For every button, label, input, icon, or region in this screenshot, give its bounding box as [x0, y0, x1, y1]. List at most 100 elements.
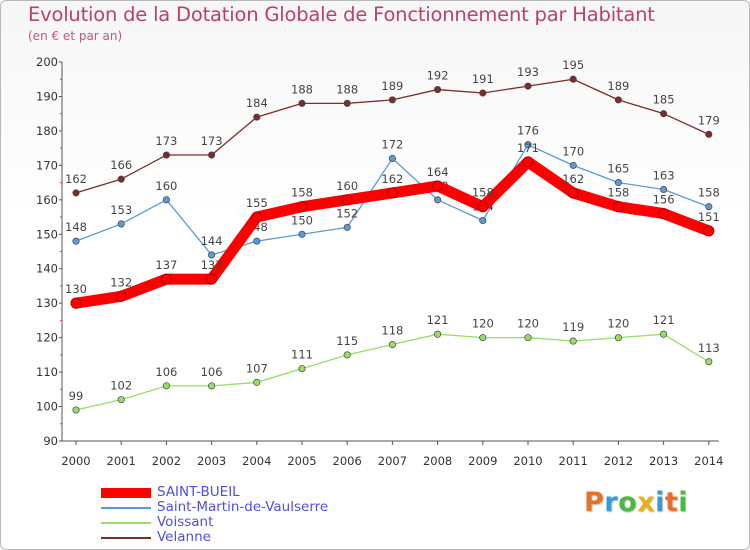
data-point — [343, 351, 351, 359]
data-label: 144 — [201, 234, 223, 248]
data-label: 188 — [336, 82, 358, 96]
data-point — [70, 297, 82, 309]
legend-item: Voissant — [101, 515, 328, 530]
data-label: 173 — [201, 134, 223, 148]
data-point — [298, 365, 306, 373]
logo-letter: i — [655, 487, 665, 518]
data-label: 99 — [69, 389, 84, 403]
data-label: 171 — [517, 141, 539, 155]
y-tick-label: 190 — [36, 89, 58, 103]
data-point — [479, 89, 487, 97]
y-tick-label: 90 — [43, 434, 58, 448]
y-tick-label: 130 — [36, 296, 58, 310]
legend-label: SAINT-BUEIL — [157, 484, 240, 500]
data-label: 107 — [246, 361, 268, 375]
x-tick-label: 2005 — [287, 454, 316, 468]
legend-label: Voissant — [157, 514, 214, 530]
data-point — [208, 382, 216, 390]
data-point — [253, 113, 261, 121]
data-label: 152 — [336, 206, 358, 220]
y-tick-label: 100 — [36, 400, 58, 414]
data-label: 184 — [246, 96, 268, 110]
data-point — [160, 273, 172, 285]
series-layer: 162 166 173 173 184 188 188 189 192 191 193 195 189 1… — [65, 58, 720, 414]
logo-letter: r — [604, 487, 619, 518]
data-point — [434, 330, 442, 338]
data-label: 102 — [110, 379, 132, 393]
data-point — [569, 337, 577, 345]
data-point — [115, 290, 127, 302]
data-point — [251, 211, 263, 223]
data-label: 162 — [65, 172, 87, 186]
data-point — [614, 179, 622, 187]
data-label: 118 — [381, 324, 403, 338]
data-point — [705, 130, 713, 138]
data-point — [660, 330, 668, 338]
y-tick-label: 150 — [36, 227, 58, 241]
data-label: 115 — [336, 334, 358, 348]
data-label: 130 — [65, 282, 87, 296]
series-voissant: 99 102 106 106 107 111 115 118 121 120 120 119 120 12… — [69, 313, 720, 414]
x-tick-label: 2008 — [423, 454, 452, 468]
data-point — [72, 406, 80, 414]
data-point — [162, 196, 170, 204]
y-tick-label: 120 — [36, 331, 58, 345]
legend-item: Saint-Martin-de-Vaulserre — [101, 500, 328, 515]
data-label: 158 — [698, 186, 720, 200]
data-label: 106 — [201, 365, 223, 379]
data-point — [660, 110, 668, 118]
x-tick-label: 2010 — [513, 454, 542, 468]
data-point — [658, 208, 670, 220]
data-point — [298, 230, 306, 238]
legend-label: Velanne — [157, 529, 211, 545]
y-tick-label: 140 — [36, 262, 58, 276]
chart-legend: SAINT-BUEIL Saint-Martin-de-Vaulserre Vois… — [101, 485, 328, 545]
data-label: 166 — [110, 158, 132, 172]
data-point — [343, 223, 351, 231]
chart-axes: 90 100 110 120 130 140 150 160 170 180 190 200 2000 2… — [36, 55, 723, 468]
data-label: 158 — [472, 186, 494, 200]
x-tick-label: 2012 — [604, 454, 633, 468]
data-label: 137 — [155, 258, 177, 272]
data-label: 106 — [155, 365, 177, 379]
data-label: 120 — [607, 317, 629, 331]
data-point — [388, 340, 396, 349]
data-point — [522, 156, 534, 168]
logo-letter: P — [584, 487, 605, 518]
data-point — [117, 220, 125, 228]
data-point — [479, 216, 487, 225]
x-tick-label: 2011 — [559, 454, 588, 468]
data-label: 163 — [653, 168, 675, 182]
data-label: 188 — [291, 82, 313, 96]
data-label: 150 — [291, 213, 313, 227]
data-label: 132 — [110, 275, 132, 289]
data-label: 193 — [517, 65, 539, 79]
data-label: 164 — [427, 165, 449, 179]
chart-subtitle: (en € et par an) — [28, 29, 123, 43]
data-point — [298, 99, 306, 107]
data-label: 158 — [291, 186, 313, 200]
legend-swatch — [101, 536, 151, 539]
data-point — [524, 82, 532, 90]
x-tick-label: 2007 — [378, 454, 407, 468]
x-tick-label: 2002 — [152, 454, 181, 468]
data-point — [117, 396, 125, 404]
data-label: 160 — [155, 179, 177, 193]
series-velanne: 162 166 173 173 184 188 188 189 192 191 193 195 189 1… — [65, 58, 720, 197]
proxiti-logo: Proxiti — [584, 487, 688, 518]
x-tick-label: 2009 — [468, 454, 497, 468]
y-tick-label: 160 — [36, 193, 58, 207]
data-label: 185 — [653, 93, 675, 107]
data-label: 151 — [698, 210, 720, 224]
logo-letter: i — [678, 487, 689, 518]
data-label: 191 — [472, 72, 494, 86]
data-label: 162 — [381, 172, 403, 186]
data-point — [72, 189, 80, 197]
data-label: 156 — [653, 193, 675, 207]
data-label: 121 — [427, 313, 449, 327]
logo-letter: x — [637, 487, 656, 518]
legend-swatch — [101, 521, 151, 524]
data-label: 120 — [472, 317, 494, 331]
legend-item: Velanne — [101, 530, 328, 545]
